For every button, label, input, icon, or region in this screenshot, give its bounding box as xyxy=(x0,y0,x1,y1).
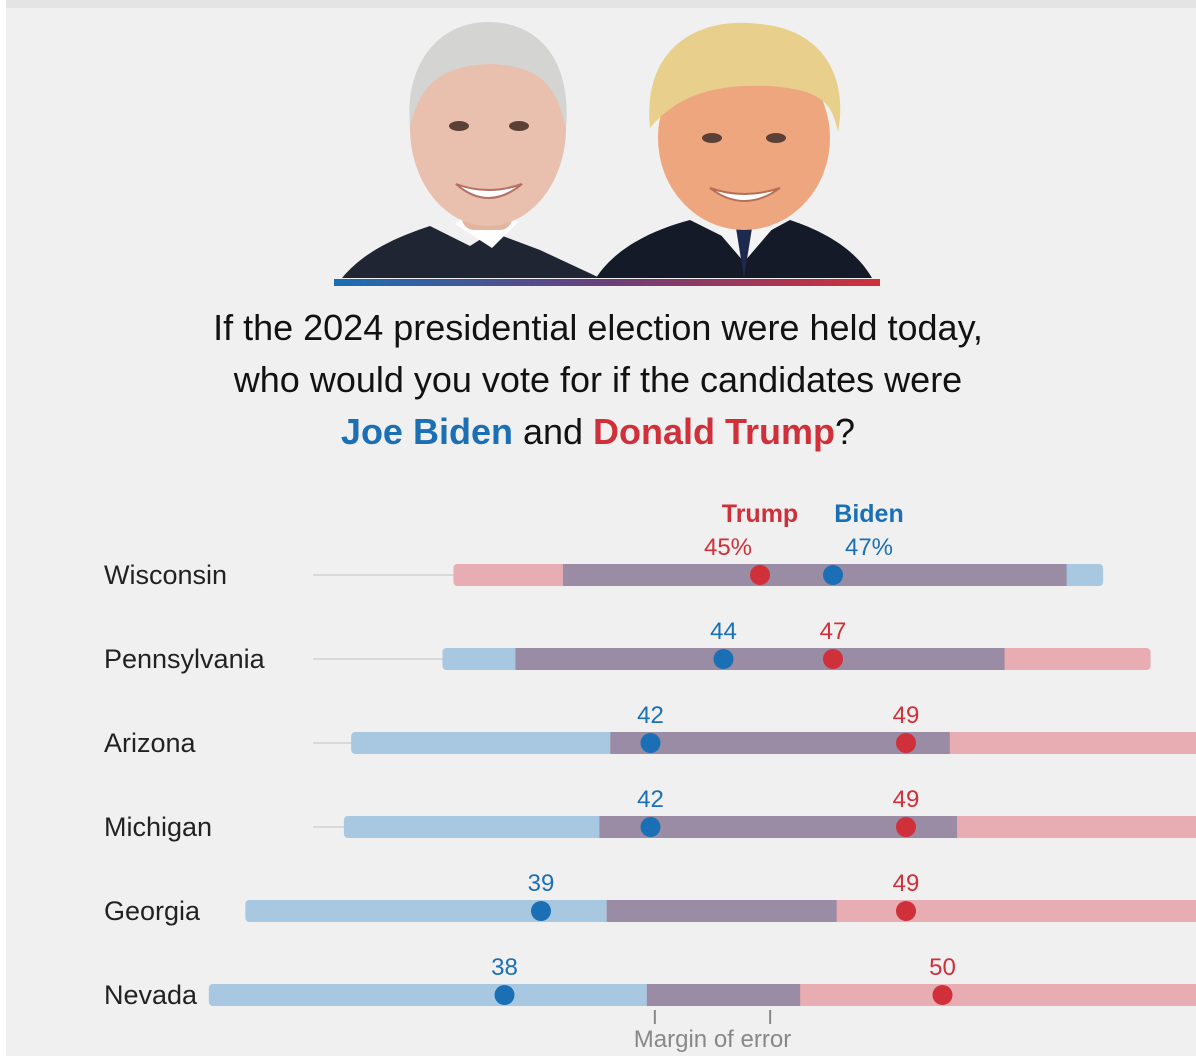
state-label: Michigan xyxy=(104,812,212,842)
biden-dot xyxy=(494,985,515,1005)
gradient-divider xyxy=(334,279,880,286)
headline-line-2: who would you vote for if the candidates… xyxy=(233,359,963,400)
headline-line-1: If the 2024 presidential election were h… xyxy=(213,307,983,348)
biden-dot xyxy=(713,649,734,669)
trump-dot xyxy=(932,985,953,1005)
trump-dot xyxy=(896,817,916,837)
state-label: Georgia xyxy=(104,896,201,926)
state-label: Nevada xyxy=(104,980,198,1010)
biden-name: Joe Biden xyxy=(340,411,513,452)
biden-portrait-icon xyxy=(342,22,600,278)
trump-value-label: 49 xyxy=(893,786,920,813)
biden-dot xyxy=(823,565,843,585)
headline-and: and xyxy=(512,411,594,452)
biden-value-label: 42 xyxy=(637,786,664,813)
headline-question-mark: ? xyxy=(835,411,856,452)
overlap-band xyxy=(610,732,950,754)
headline: If the 2024 presidential election were h… xyxy=(0,302,1196,458)
trump-dot xyxy=(896,733,916,753)
trump-value-label: 50 xyxy=(929,954,956,981)
biden-value-label: 38 xyxy=(491,954,518,981)
left-edge xyxy=(0,0,6,1056)
legend-biden: Biden xyxy=(834,500,903,528)
overlap-band xyxy=(599,816,958,838)
biden-dot xyxy=(531,901,551,921)
legend-trump: Trump xyxy=(722,500,798,528)
overlap-band xyxy=(646,984,801,1006)
trump-value-label: 47 xyxy=(820,618,847,645)
state-label: Wisconsin xyxy=(104,560,227,590)
top-strip xyxy=(0,0,1196,8)
trump-value-label: 45% xyxy=(704,534,752,561)
biden-value-label: 44 xyxy=(710,618,737,645)
biden-dot xyxy=(640,733,661,753)
candidate-portraits xyxy=(334,22,880,286)
biden-dot xyxy=(640,817,661,837)
overlap-band xyxy=(562,564,1067,586)
trump-dot xyxy=(750,565,770,585)
biden-value-label: 42 xyxy=(637,702,664,729)
trump-dot xyxy=(823,649,843,669)
trump-value-label: 49 xyxy=(893,870,920,897)
trump-value-label: 49 xyxy=(893,702,920,729)
state-label: Pennsylvania xyxy=(104,644,266,674)
trump-name: Donald Trump xyxy=(593,411,836,452)
overlap-band xyxy=(515,648,1005,670)
overlap-band xyxy=(606,900,837,922)
headline-line-3: Joe Biden and Donald Trump? xyxy=(0,406,1196,458)
biden-value-label: 39 xyxy=(528,870,555,897)
state-label: Arizona xyxy=(104,728,197,758)
trump-dot xyxy=(896,901,916,921)
trump-portrait-icon xyxy=(596,22,872,278)
margin-of-error-label: Margin of error xyxy=(634,1026,791,1053)
biden-value-label: 47% xyxy=(845,534,893,561)
